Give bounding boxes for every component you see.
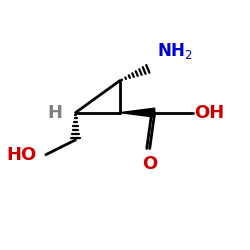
- Text: HO: HO: [6, 146, 36, 164]
- Text: NH$_2$: NH$_2$: [157, 41, 193, 61]
- Text: H: H: [47, 104, 62, 122]
- Text: OH: OH: [194, 104, 224, 122]
- Polygon shape: [120, 108, 155, 117]
- Text: O: O: [142, 155, 157, 173]
